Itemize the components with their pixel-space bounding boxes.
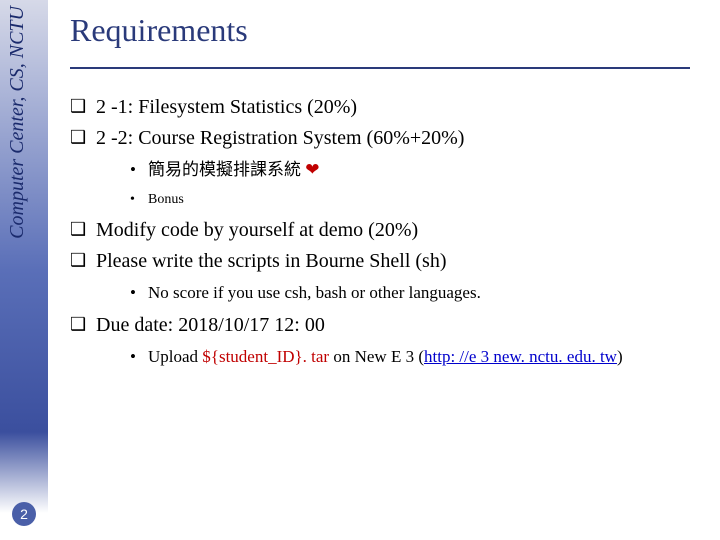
sub-text: 簡易的模擬排課系統 [148, 160, 305, 179]
sub-list: 簡易的模擬排課系統 ❤ [130, 157, 702, 183]
bullet-text: Please write the scripts in Bourne Shell… [96, 250, 447, 272]
sidebar-org-text: Computer Center, CS, NCTU [6, 6, 29, 239]
sub-list: No score if you use csh, bash or other l… [130, 280, 702, 306]
sub-list: Bonus [130, 189, 702, 210]
sub-prefix: Upload [148, 347, 202, 366]
slide-content: Requirements 2 -1: Filesystem Statistics… [70, 12, 702, 376]
bullet-text: 2 -1: Filesystem Statistics (20%) [96, 96, 357, 118]
sub-suffix: ) [617, 347, 623, 366]
sub-text: Bonus [148, 192, 184, 207]
slide-title: Requirements [70, 12, 702, 49]
bullet-item: Due date: 2018/10/17 12: 00 Upload ${stu… [70, 311, 702, 370]
bullet-item: Modify code by yourself at demo (20%) [70, 216, 702, 245]
sub-item: Upload ${student_ID}. tar on New E 3 (ht… [130, 344, 702, 370]
bullet-text: 2 -2: Course Registration System (60%+20… [96, 127, 464, 149]
bullet-text: Modify code by yourself at demo (20%) [96, 219, 418, 241]
bullet-text: Due date: 2018/10/17 12: 00 [96, 314, 325, 336]
sub-red: ${student_ID}. tar [202, 347, 329, 366]
sub-text: No score if you use csh, bash or other l… [148, 283, 481, 302]
sidebar: Computer Center, CS, NCTU 2 [0, 0, 48, 540]
sub-item: Bonus [130, 189, 702, 210]
bullet-list: 2 -1: Filesystem Statistics (20%) 2 -2: … [70, 93, 702, 370]
bullet-item: 2 -2: Course Registration System (60%+20… [70, 124, 702, 210]
bullet-item: Please write the scripts in Bourne Shell… [70, 247, 702, 306]
bullet-item: 2 -1: Filesystem Statistics (20%) [70, 93, 702, 122]
title-rule [70, 67, 690, 69]
sub-item: No score if you use csh, bash or other l… [130, 280, 702, 306]
sub-mid: on New E 3 ( [329, 347, 424, 366]
heart-icon: ❤ [305, 160, 319, 179]
e3-link[interactable]: http: //e 3 new. nctu. edu. tw [424, 347, 617, 366]
page-number: 2 [12, 502, 36, 526]
sub-list: Upload ${student_ID}. tar on New E 3 (ht… [130, 344, 702, 370]
sub-item: 簡易的模擬排課系統 ❤ [130, 157, 702, 183]
